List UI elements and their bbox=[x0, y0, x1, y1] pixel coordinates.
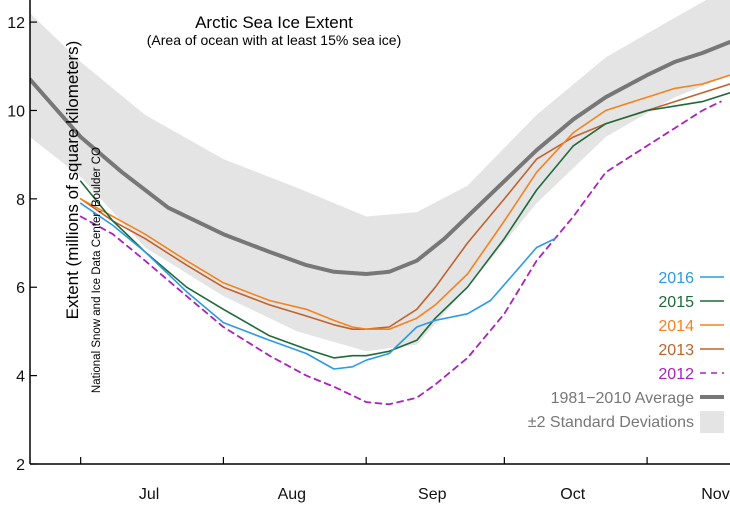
y-tick-label: 10 bbox=[7, 103, 25, 120]
y-tick-label: 4 bbox=[16, 369, 25, 386]
std-dev-band bbox=[30, 0, 730, 352]
series-line-1981-2010-average bbox=[30, 40, 730, 276]
series-line-2014 bbox=[79, 74, 730, 331]
y-tick-label: 8 bbox=[16, 192, 25, 209]
y-tick-label: 12 bbox=[7, 15, 25, 32]
y-tick-label: 6 bbox=[16, 280, 25, 297]
legend-label: 2015 bbox=[658, 294, 694, 311]
x-tick-label: Jul bbox=[139, 486, 159, 503]
credit-label: National Snow and Ice Data Center, Bould… bbox=[91, 147, 103, 393]
series-line-2016 bbox=[79, 202, 556, 370]
legend-swatch-band bbox=[700, 411, 724, 433]
legend-label: 2014 bbox=[658, 318, 694, 335]
axes: 2 4 6 8 10 12 Jul Aug Sep Oct Nov bbox=[7, 0, 730, 503]
chart-subtitle: (Area of ocean with at least 15% sea ice… bbox=[147, 32, 401, 48]
chart-title: Arctic Sea Ice Extent bbox=[195, 13, 353, 32]
legend: 2016 2015 2014 2013 2012 1981−2010 Average ±2 … bbox=[528, 270, 724, 433]
x-tick-label: Nov bbox=[701, 486, 729, 503]
legend-label: ±2 Standard Deviations bbox=[528, 414, 694, 431]
legend-label: 2016 bbox=[658, 270, 694, 287]
legend-label: 2012 bbox=[658, 366, 694, 383]
x-tick-label: Oct bbox=[560, 486, 585, 503]
legend-label: 1981−2010 Average bbox=[551, 390, 695, 407]
series-line-2012 bbox=[79, 100, 722, 406]
y-axis-label: Extent (millions of square kilometers) bbox=[63, 41, 82, 320]
chart-text: Arctic Sea Ice Extent (Area of ocean wit… bbox=[63, 13, 401, 393]
y-tick-label: 2 bbox=[16, 457, 25, 474]
legend-label: 2013 bbox=[658, 342, 694, 359]
x-tick-label: Aug bbox=[278, 486, 306, 503]
x-tick-label: Sep bbox=[418, 486, 447, 503]
series-line-2015 bbox=[79, 92, 730, 359]
plot-area bbox=[30, 0, 730, 406]
